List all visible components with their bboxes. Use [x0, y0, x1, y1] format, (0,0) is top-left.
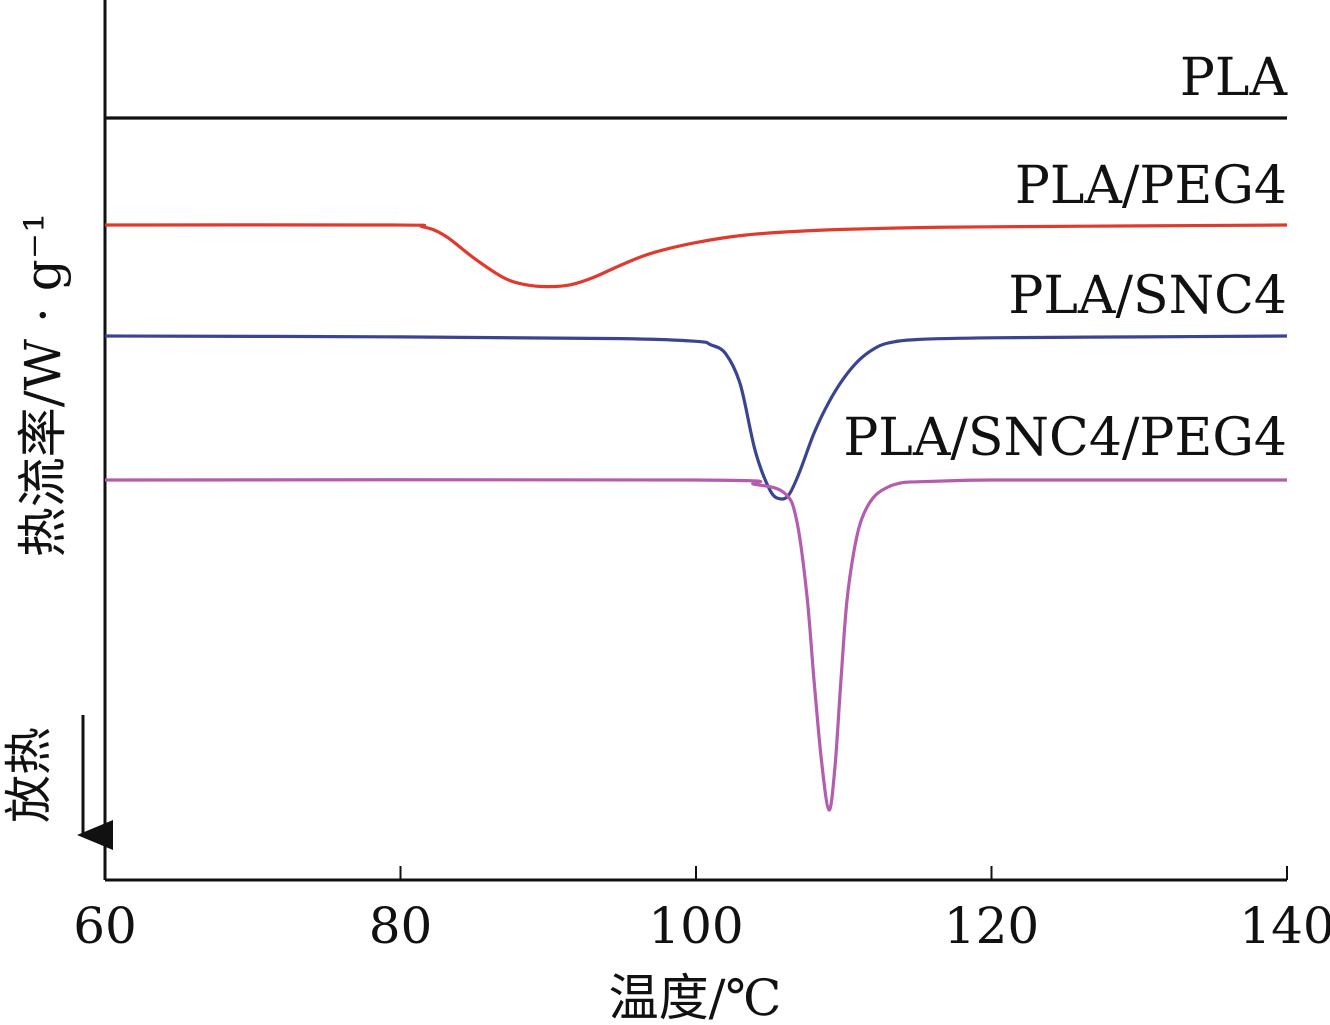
x-tick-label: 120: [944, 897, 1039, 955]
y-axis-title: 热流率/W · g⁻¹: [14, 213, 72, 557]
series-label-pla-snc4-peg4: PLA/SNC4/PEG4: [843, 408, 1287, 468]
series-label-pla-snc4: PLA/SNC4: [1008, 266, 1287, 326]
x-tick-label: 140: [1239, 897, 1330, 955]
series-line-pla-snc4: [104, 334, 1288, 501]
x-axis-title: 温度/℃: [609, 969, 782, 1025]
series-label-pla-peg4: PLA/PEG4: [1015, 156, 1287, 216]
series-line-pla-peg4: [104, 223, 1288, 289]
labels: PLA PLA/PEG4 PLA/SNC4 PLA/SNC4/PEG4: [843, 48, 1288, 468]
exotherm-label: 放热: [1, 727, 57, 823]
curves: [104, 116, 1288, 812]
series-label-pla: PLA: [1180, 48, 1289, 108]
x-tick-label: 100: [648, 897, 743, 955]
x-tick-label: 80: [369, 897, 433, 955]
series-line-pla-snc4-peg4: [104, 478, 1287, 812]
x-tick-label: 60: [73, 897, 137, 955]
axes: 60 80 100 120 140: [73, 0, 1330, 955]
